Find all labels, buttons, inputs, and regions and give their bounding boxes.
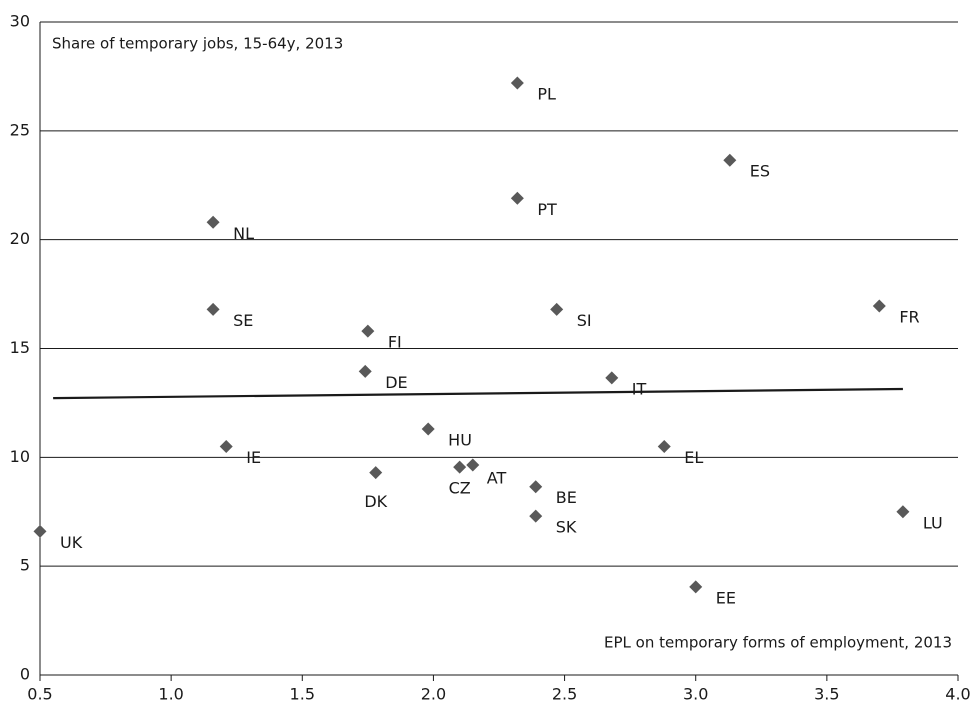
point-label: DE xyxy=(385,373,407,392)
point xyxy=(510,191,524,205)
point-label: PT xyxy=(537,200,557,219)
y-tick-label: 20 xyxy=(10,229,30,248)
point-label: SE xyxy=(233,311,253,330)
point-label: SK xyxy=(556,518,577,537)
point xyxy=(529,509,543,523)
x-axis-label: EPL on temporary forms of employment, 20… xyxy=(604,634,952,652)
point xyxy=(206,215,220,229)
chart-title: Share of temporary jobs, 15-64y, 2013 xyxy=(52,35,343,53)
point-label: HU xyxy=(448,431,472,450)
point xyxy=(657,439,671,453)
point-label: CZ xyxy=(449,479,471,498)
point-label: BE xyxy=(556,488,577,507)
point xyxy=(369,466,383,480)
point xyxy=(872,299,886,313)
x-tick-label: 1.0 xyxy=(158,685,183,704)
point xyxy=(358,364,372,378)
y-tick-label: 15 xyxy=(10,338,30,357)
point xyxy=(510,76,524,90)
y-tick-label: 30 xyxy=(10,12,30,31)
x-tick-label: 2.5 xyxy=(552,685,577,704)
y-tick-label: 0 xyxy=(20,665,30,684)
point-label: LU xyxy=(923,513,943,532)
point-label: IE xyxy=(246,448,261,467)
x-tick-label: 1.5 xyxy=(290,685,315,704)
point-label: IT xyxy=(632,379,647,398)
x-tick-label: 4.0 xyxy=(945,685,970,704)
point xyxy=(206,302,220,316)
x-tick-label: 2.0 xyxy=(421,685,446,704)
point xyxy=(421,422,435,436)
point xyxy=(529,480,543,494)
point xyxy=(33,524,47,538)
point xyxy=(361,324,375,338)
point-label: UK xyxy=(60,533,83,552)
point-label: AT xyxy=(487,468,507,487)
x-tick-label: 3.0 xyxy=(683,685,708,704)
point-label: SI xyxy=(577,311,592,330)
point-label: FI xyxy=(388,333,402,352)
trend-line xyxy=(53,387,903,400)
point xyxy=(689,580,703,594)
y-tick-label: 25 xyxy=(10,120,30,139)
point-label: ES xyxy=(750,162,770,181)
y-tick-label: 10 xyxy=(10,447,30,466)
x-tick-label: 0.5 xyxy=(27,685,52,704)
point xyxy=(723,153,737,167)
point-label: DK xyxy=(364,492,387,511)
point xyxy=(466,458,480,472)
point xyxy=(550,302,564,316)
point-label: NL xyxy=(233,224,254,243)
x-tick-label: 3.5 xyxy=(814,685,839,704)
point xyxy=(453,460,467,474)
point xyxy=(896,505,910,519)
point xyxy=(219,439,233,453)
point xyxy=(605,371,619,385)
point-label: EL xyxy=(684,448,703,467)
point-label: FR xyxy=(899,308,919,327)
point-label: EE xyxy=(716,588,736,607)
y-tick-label: 5 xyxy=(20,556,30,575)
point-label: PL xyxy=(537,84,556,103)
